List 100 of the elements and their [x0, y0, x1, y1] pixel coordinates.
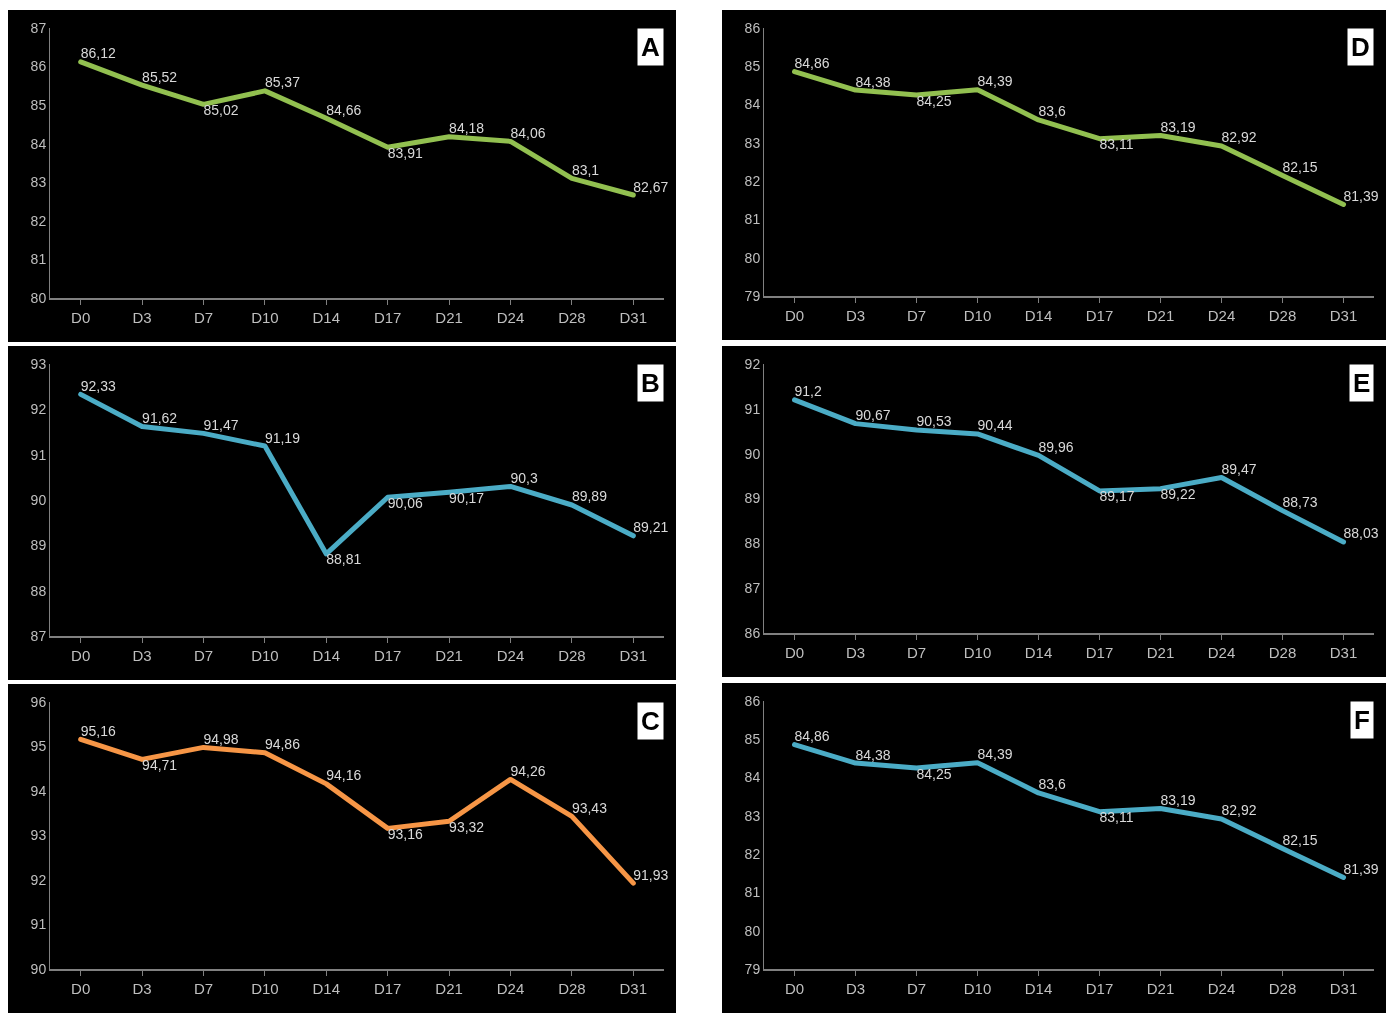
y-tick-label: 86 — [744, 692, 761, 709]
data-label: 82,92 — [1221, 802, 1257, 819]
data-label: 89,96 — [1038, 438, 1074, 455]
x-tick-label: D28 — [1268, 307, 1297, 324]
x-tick-label: D3 — [132, 647, 152, 664]
x-tick-label: D31 — [619, 647, 648, 664]
data-label: 83,11 — [1099, 809, 1134, 826]
data-label: 93,32 — [449, 818, 485, 835]
x-tick-label: D31 — [1329, 980, 1358, 997]
data-label: 90,44 — [977, 417, 1013, 434]
x-tick-label: D14 — [1024, 307, 1053, 324]
x-tick-label: D0 — [71, 309, 91, 326]
y-tick-label: 80 — [30, 289, 47, 306]
x-tick-label: D17 — [1085, 980, 1114, 997]
x-tick-label: D24 — [1207, 644, 1236, 661]
data-label: 94,71 — [142, 756, 178, 773]
data-label: 95,16 — [80, 722, 116, 739]
x-tick-label: D3 — [845, 980, 866, 997]
x-tick-label: D0 — [784, 980, 805, 997]
data-label: 94,26 — [510, 762, 546, 779]
x-tick-label: D21 — [1146, 307, 1175, 324]
data-label: 90,17 — [449, 489, 485, 506]
x-tick-label: D31 — [619, 309, 648, 326]
data-label: 85,02 — [203, 101, 239, 118]
x-tick-label: D28 — [558, 980, 586, 997]
x-tick-label: D7 — [906, 644, 927, 661]
y-tick-label: 81 — [30, 251, 47, 268]
y-tick-label: 89 — [744, 490, 761, 507]
data-label: 92,33 — [80, 377, 116, 394]
x-tick-label: D24 — [496, 980, 525, 997]
annotation: E — [1353, 368, 1371, 398]
x-tick-label: D10 — [251, 309, 279, 326]
data-label: 88,73 — [1282, 494, 1318, 511]
data-label: 84,66 — [326, 101, 362, 118]
data-label: 84,38 — [855, 746, 891, 763]
x-tick-label: D3 — [845, 307, 866, 324]
x-tick-label: D3 — [845, 644, 866, 661]
x-tick-label: D21 — [435, 980, 463, 997]
x-tick-label: D28 — [558, 309, 586, 326]
x-tick-label: D0 — [71, 980, 91, 997]
data-label: 83,6 — [1038, 103, 1066, 120]
y-tick-label: 84 — [744, 769, 761, 786]
y-tick-label: 94 — [30, 782, 47, 799]
x-tick-label: D10 — [251, 980, 279, 997]
y-tick-label: 91 — [30, 446, 47, 463]
x-tick-label: D10 — [963, 307, 992, 324]
data-label: 88,03 — [1343, 525, 1379, 542]
x-tick-label: D17 — [1085, 644, 1114, 661]
x-tick-label: D7 — [193, 980, 214, 997]
x-tick-label: D7 — [906, 980, 927, 997]
y-tick-label: 90 — [744, 445, 761, 462]
x-tick-label: D14 — [1024, 644, 1053, 661]
x-tick-label: D3 — [132, 980, 152, 997]
data-label: 83,91 — [387, 144, 423, 161]
x-tick-label: D21 — [435, 309, 463, 326]
y-tick-label: 80 — [744, 249, 761, 266]
y-tick-label: 90 — [30, 491, 47, 508]
y-tick-label: 89 — [30, 537, 47, 554]
y-tick-label: 92 — [744, 355, 761, 372]
data-label: 84,39 — [977, 73, 1013, 90]
y-tick-label: 79 — [744, 960, 761, 977]
data-label: 91,2 — [794, 383, 822, 400]
data-label: 90,06 — [387, 494, 423, 511]
x-tick-label: D31 — [1329, 307, 1358, 324]
data-label: 89,22 — [1160, 486, 1196, 503]
x-tick-label: D24 — [496, 647, 525, 664]
y-tick-label: 85 — [30, 97, 47, 114]
x-tick-label: D28 — [558, 647, 586, 664]
x-tick-label: D7 — [193, 309, 214, 326]
data-label: 81,39 — [1343, 188, 1379, 204]
data-label: 84,38 — [855, 73, 891, 90]
y-tick-label: 86 — [744, 19, 761, 36]
data-label: 82,67 — [633, 178, 669, 195]
y-tick-label: 82 — [744, 173, 761, 190]
x-tick-label: D24 — [496, 309, 525, 326]
data-label: 93,43 — [571, 799, 608, 816]
y-tick-label: 95 — [30, 738, 47, 755]
data-label: 86,12 — [80, 45, 116, 62]
y-tick-label: 83 — [744, 807, 761, 824]
data-label: 89,17 — [1099, 488, 1135, 505]
x-tick-label: D24 — [1207, 307, 1236, 324]
y-tick-label: 86 — [744, 624, 761, 641]
x-tick-label: D14 — [1024, 980, 1053, 997]
y-tick-label: 85 — [744, 731, 761, 748]
data-label: 89,89 — [571, 488, 608, 505]
data-label: 83,6 — [1038, 776, 1066, 793]
y-tick-label: 87 — [30, 627, 47, 644]
y-tick-label: 82 — [30, 212, 47, 229]
data-label: 84,18 — [449, 120, 485, 137]
y-tick-label: 91 — [30, 916, 47, 933]
data-label: 82,92 — [1221, 129, 1257, 146]
annotation: D — [1351, 32, 1370, 62]
data-label: 84,06 — [510, 124, 546, 141]
x-tick-label: D14 — [312, 309, 341, 326]
y-tick-label: 84 — [744, 96, 761, 113]
data-label: 89,47 — [1221, 460, 1257, 477]
data-label: 90,53 — [916, 413, 952, 430]
annotation: B — [641, 368, 660, 398]
x-tick-label: D14 — [312, 980, 341, 997]
y-tick-label: 87 — [744, 580, 761, 597]
